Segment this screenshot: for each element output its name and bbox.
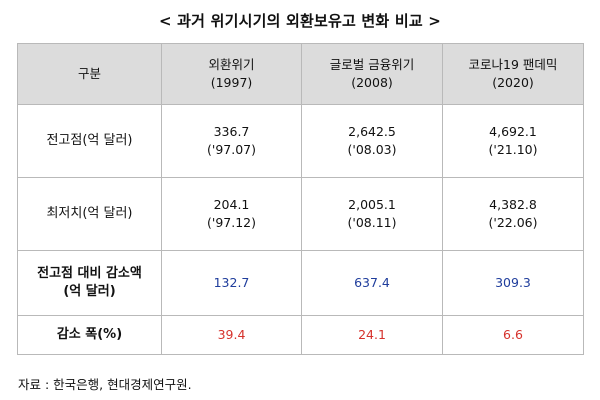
table-cell: 132.7 [161,250,302,316]
table-row-decrease-rate: 감소 폭(%) 39.4 24.1 6.6 [17,315,584,355]
row-label: 감소 폭(%) [17,315,162,355]
table-cell: 637.4 [301,250,443,316]
header-year: (2020) [492,75,534,90]
row-label-line1: 전고점 대비 감소액 [37,266,142,281]
header-name: 코로나19 팬데믹 [468,57,558,72]
table-cell: 2,005.1 ('08.11) [301,177,443,251]
table-header-row: 구분 외환위기 (1997) 글로벌 금융위기 (2008) 코로나19 팬데믹… [17,43,584,105]
table-row-decrease-amount: 전고점 대비 감소액 (억 달러) 132.7 637.4 309.3 [17,250,584,316]
cell-value: 204.1 [213,197,250,212]
row-label-line2: (억 달러) [63,284,116,299]
comparison-table: 구분 외환위기 (1997) 글로벌 금융위기 (2008) 코로나19 팬데믹… [17,43,584,355]
header-year: (1997) [210,75,253,90]
table-cell: 204.1 ('97.12) [161,177,302,251]
cell-value: 4,692.1 [489,124,537,139]
cell-value: 336.7 [213,124,250,139]
table-cell: 6.6 [442,315,584,355]
table-cell: 2,642.5 ('08.03) [301,104,443,178]
table-row-low: 최저치(억 달러) 204.1 ('97.12) 2,005.1 ('08.11… [17,177,584,251]
cell-date: ('97.12) [207,215,256,230]
cell-date: ('22.06) [488,215,538,230]
cell-date: ('97.07) [207,142,256,157]
cell-date: ('21.10) [488,142,538,157]
source-note: 자료 : 한국은행, 현대경제연구원. [18,377,192,392]
header-name: 외환위기 [208,57,255,72]
table-cell: 24.1 [301,315,443,355]
header-year: (2008) [351,75,393,90]
table-cell: 39.4 [161,315,302,355]
cell-value: 2,005.1 [348,197,396,212]
row-label: 최저치(억 달러) [17,177,162,251]
row-label: 전고점(억 달러) [17,104,162,178]
header-corner: 구분 [17,43,162,105]
row-label: 전고점 대비 감소액 (억 달러) [17,250,162,316]
table-cell: 4,692.1 ('21.10) [442,104,584,178]
header-name: 글로벌 금융위기 [329,57,415,72]
cell-date: ('08.03) [347,142,397,157]
table-cell: 4,382.8 ('22.06) [442,177,584,251]
cell-value: 4,382.8 [489,197,537,212]
header-col-2008: 글로벌 금융위기 (2008) [301,43,443,105]
cell-date: ('08.11) [347,215,397,230]
table-cell: 336.7 ('97.07) [161,104,302,178]
table-row-peak: 전고점(억 달러) 336.7 ('97.07) 2,642.5 ('08.03… [17,104,584,178]
cell-value: 2,642.5 [348,124,396,139]
header-col-1997: 외환위기 (1997) [161,43,302,105]
table-title: < 과거 위기시기의 외환보유고 변화 비교 > [158,12,442,30]
table-cell: 309.3 [442,250,584,316]
header-col-2020: 코로나19 팬데믹 (2020) [442,43,584,105]
